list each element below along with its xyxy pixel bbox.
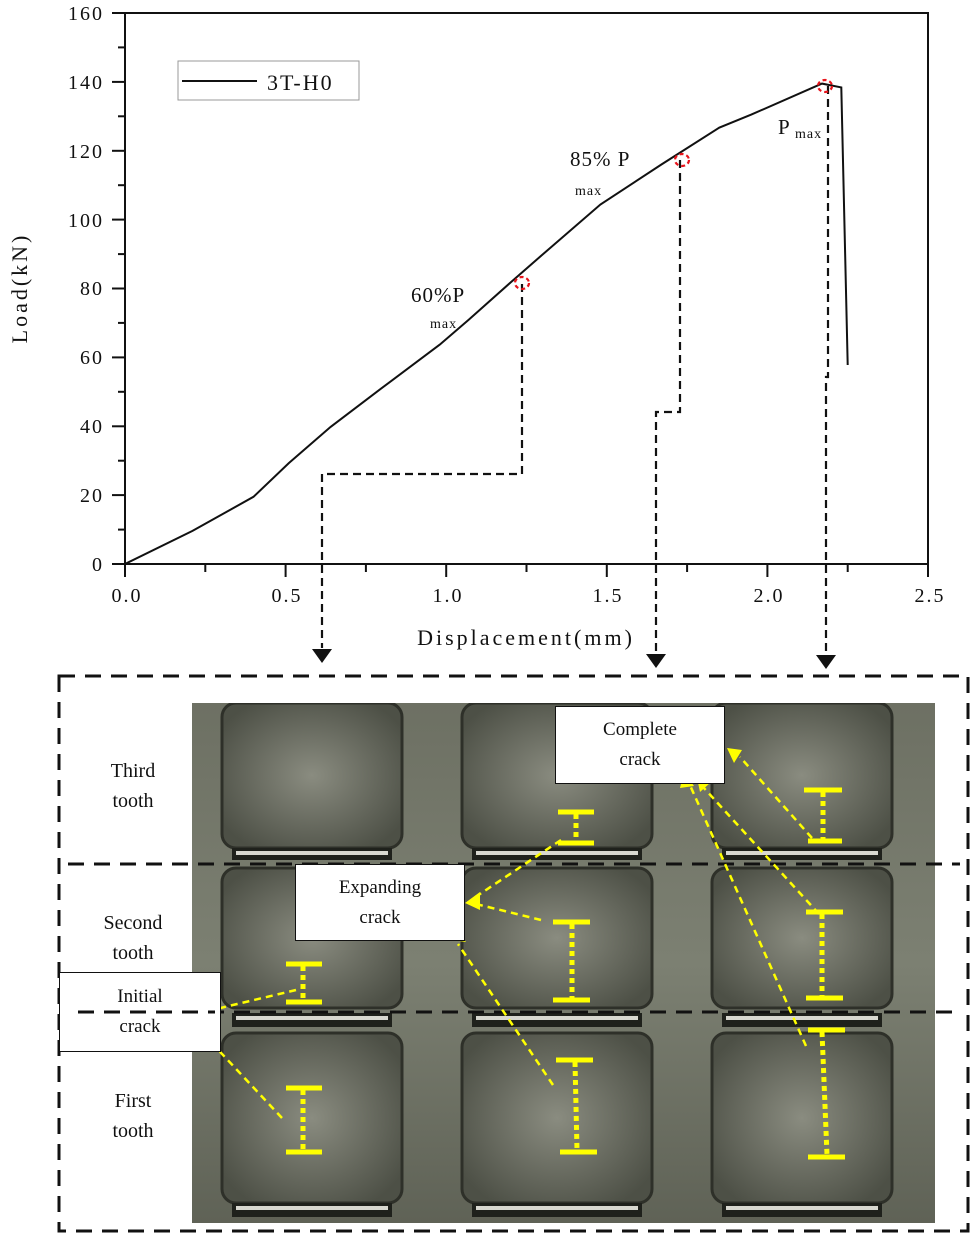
y-tick-100: 100 xyxy=(68,210,104,232)
label-60pct: 60%P xyxy=(411,283,465,307)
marker-60pct-icon xyxy=(513,275,531,291)
label-60pct-sub: max xyxy=(430,317,457,332)
y-tick-0: 0 xyxy=(92,554,104,576)
label-85pct: 85% P xyxy=(570,147,630,171)
row-label-second-tooth: Second tooth xyxy=(103,912,163,964)
peak-markers xyxy=(513,78,834,291)
arrow-icon xyxy=(727,748,742,763)
arrow-down-icon xyxy=(646,654,666,668)
row-label-third-tooth: Third tooth xyxy=(110,760,156,812)
legend: 3T-H0 xyxy=(177,60,360,101)
y-axis-ticks xyxy=(112,12,125,565)
x-axis-ticks xyxy=(124,564,929,577)
x-tick-1-0: 1.0 xyxy=(433,585,464,607)
y-tick-20: 20 xyxy=(80,485,104,507)
y-tick-40: 40 xyxy=(80,416,104,438)
y-tick-160: 160 xyxy=(68,3,104,25)
load-displacement-curve xyxy=(124,82,849,565)
y-tick-labels: 0 20 40 60 80 100 120 140 160 xyxy=(68,3,104,576)
marker-pmax-icon xyxy=(816,78,834,94)
legend-label: 3T-H0 xyxy=(267,70,334,95)
row-label-first-tooth: First tooth xyxy=(112,1090,154,1142)
y-tick-60: 60 xyxy=(80,347,104,369)
x-axis-title: Displacement(mm) xyxy=(417,625,635,650)
arrow-down-icon xyxy=(816,655,836,669)
pointer-lines xyxy=(193,756,820,1119)
label-85pct-sub: max xyxy=(575,184,602,199)
dashed-leaders xyxy=(320,86,830,656)
x-tick-labels: 0.0 0.5 1.0 1.5 2.0 2.5 xyxy=(112,585,946,607)
label-pmax: P xyxy=(778,115,791,139)
label-pmax-sub: max xyxy=(795,127,822,142)
arrow-heads xyxy=(312,649,836,669)
x-tick-0: 0.0 xyxy=(112,585,143,607)
callout-complete-crack: Complete crack xyxy=(555,706,725,784)
callout-initial-crack: Initial crack xyxy=(59,972,221,1052)
marker-85pct-icon xyxy=(673,152,691,168)
x-tick-2-0: 2.0 xyxy=(754,585,785,607)
y-axis-title: Load(kN) xyxy=(7,233,32,344)
y-tick-140: 140 xyxy=(68,72,104,94)
callout-expanding-crack: Expanding crack xyxy=(295,864,465,941)
x-tick-2-5: 2.5 xyxy=(915,585,946,607)
arrow-icon xyxy=(465,892,480,910)
x-tick-1-5: 1.5 xyxy=(593,585,624,607)
photo-panel-frame xyxy=(57,674,970,1233)
arrow-down-icon xyxy=(312,649,332,663)
crack-indicators xyxy=(286,787,845,1160)
x-tick-0-5: 0.5 xyxy=(272,585,303,607)
y-tick-80: 80 xyxy=(80,278,104,300)
y-tick-120: 120 xyxy=(68,141,104,163)
